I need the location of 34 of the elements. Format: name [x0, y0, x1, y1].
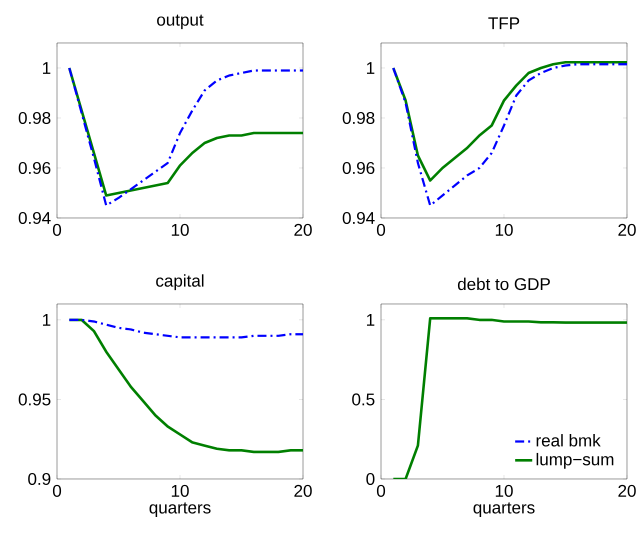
y-tick-label: 0.95: [18, 393, 50, 406]
legend-label: real bmk: [536, 434, 601, 447]
x-tick-label: 10: [496, 484, 513, 497]
y-tick-label: 1: [366, 62, 374, 74]
x-tick-label: 10: [172, 484, 189, 497]
legend-label: lump−sum: [536, 452, 614, 469]
x-tick-label: 0: [376, 484, 386, 497]
x-tick-label: 0: [376, 224, 386, 236]
x-tick-label: 10: [496, 224, 513, 236]
y-tick-label: 0.96: [18, 162, 50, 174]
y-tick-label: 0.94: [18, 212, 51, 224]
y-tick-label: 0.98: [342, 112, 374, 124]
chart-title: TFP: [488, 17, 520, 30]
y-tick-label: 0.5: [352, 393, 374, 406]
x-tick-label: 20: [294, 224, 312, 236]
y-tick-label: 1: [42, 62, 50, 74]
chart-title: debt to GDP: [458, 278, 550, 290]
x-tick-label: 20: [618, 224, 636, 236]
x-tick-label: 0: [52, 224, 62, 236]
chart-title: output: [157, 14, 204, 30]
y-tick-label: 0.96: [342, 162, 374, 174]
y-tick-label: 1: [366, 314, 374, 326]
y-tick-label: 1: [42, 314, 50, 326]
chart-title: capital: [156, 274, 204, 290]
x-tick-label: 0: [52, 484, 62, 497]
y-tick-label: 0: [366, 472, 374, 486]
y-tick-label: 0.98: [18, 112, 50, 124]
x-tick-label: 20: [618, 484, 636, 497]
x-tick-label: 10: [172, 224, 189, 236]
y-tick-label: 0.9: [28, 472, 50, 486]
x-axis-title: quarters: [474, 502, 535, 517]
y-tick-label: 0.94: [342, 212, 375, 224]
x-tick-label: 20: [294, 484, 312, 497]
x-axis-title: quarters: [150, 502, 211, 517]
